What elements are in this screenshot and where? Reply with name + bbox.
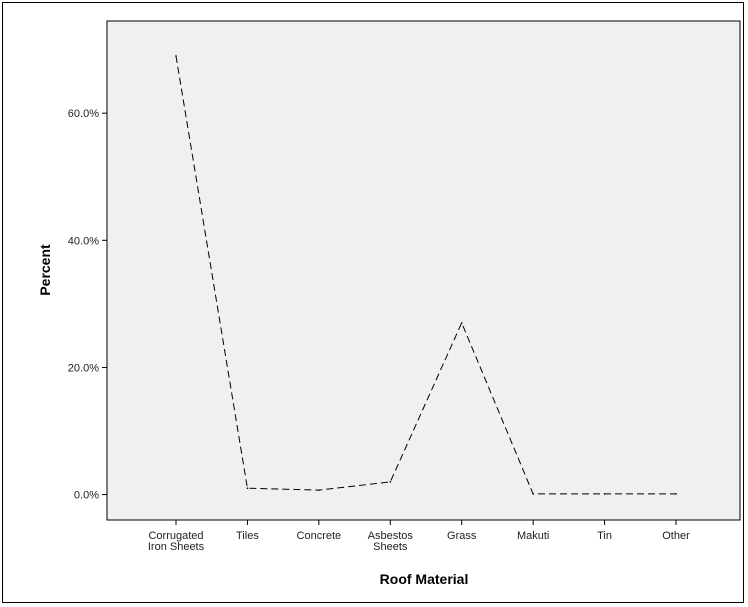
y-axis-title: Percent <box>37 244 53 296</box>
x-tick-label-line: Sheets <box>373 541 408 553</box>
x-tick-label-line: Asbestos <box>368 530 414 542</box>
x-tick-label-line: Tiles <box>236 530 259 542</box>
data-point <box>532 493 534 495</box>
x-tick-label: Asbestos Sheets <box>368 530 414 553</box>
y-tick-label: 20.0% <box>68 362 99 374</box>
x-tick-label-line: Grass <box>447 530 477 542</box>
plot-area <box>106 20 741 521</box>
y-axis: 0.0% 20.0% 40.0% 60.0% <box>68 108 107 502</box>
x-tick-label: Other <box>662 530 690 542</box>
data-point <box>675 493 677 495</box>
data-point <box>603 493 606 495</box>
y-tick-label: 0.0% <box>74 490 99 502</box>
x-tick-label-line: Tin <box>597 530 612 542</box>
data-point <box>460 322 463 324</box>
x-tick-label: Tin <box>597 530 612 542</box>
data-point <box>175 55 177 57</box>
x-tick-label: Tiles <box>236 530 259 542</box>
y-tick-label: 60.0% <box>68 108 99 120</box>
data-points <box>175 55 677 495</box>
x-tick-label-line: Corrugated <box>148 530 203 542</box>
x-tick-label: Grass <box>447 530 477 542</box>
data-point <box>389 481 392 483</box>
y-tick-label: 40.0% <box>68 235 99 247</box>
x-axis-title: Roof Material <box>380 571 469 587</box>
data-point <box>318 489 320 491</box>
x-tick-label-line: Makuti <box>517 530 549 542</box>
x-axis: Corrugated Iron Sheets Tiles Concrete Asbest… <box>148 520 690 553</box>
x-tick-label: Corrugated Iron Sheets <box>148 530 205 553</box>
x-tick-label: Makuti <box>517 530 549 542</box>
x-tick-label-line: Iron Sheets <box>148 541 205 553</box>
data-point <box>246 487 249 490</box>
x-tick-label-line: Other <box>662 530 690 542</box>
x-tick-label-line: Concrete <box>297 530 342 542</box>
x-tick-label: Concrete <box>297 530 342 542</box>
